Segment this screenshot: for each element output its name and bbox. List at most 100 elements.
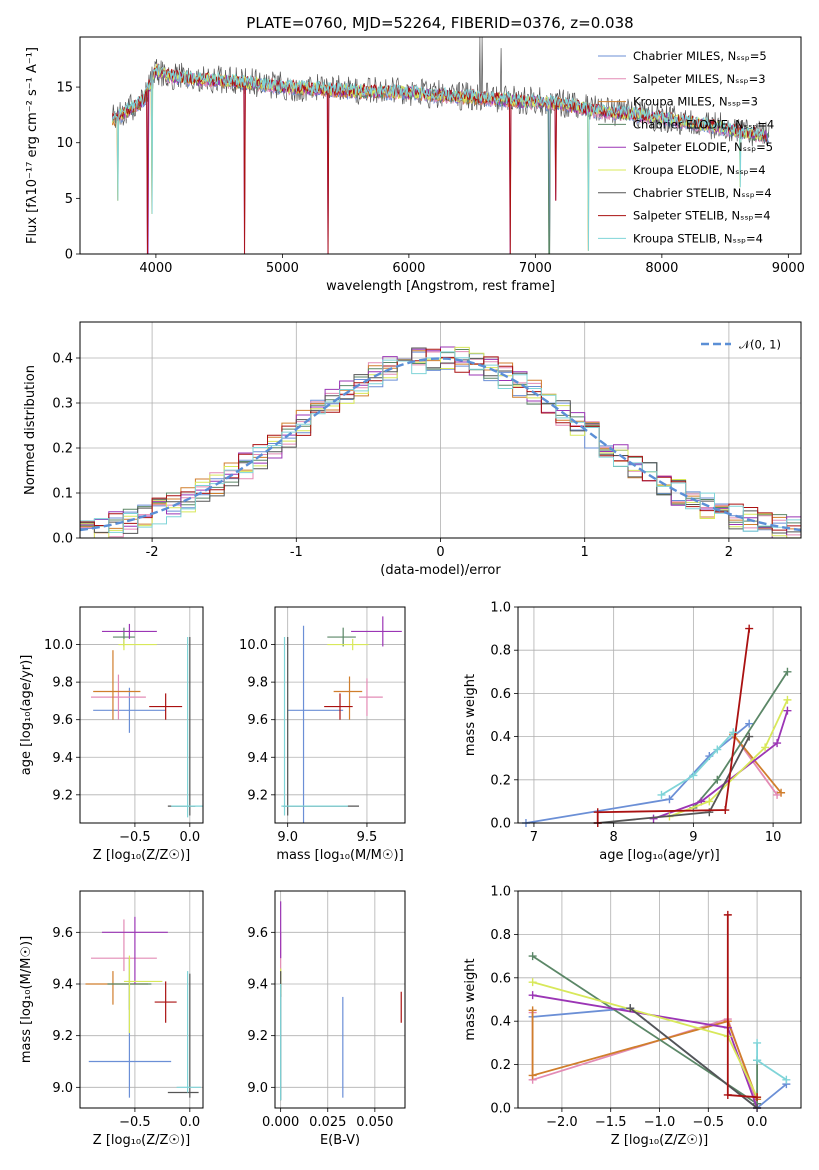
mass-weight-vs-Z-xtick-label: −2.0 xyxy=(546,1115,578,1130)
residual-hist-8 xyxy=(80,351,801,533)
mass-weight-vs-age-ytick-label: 0.6 xyxy=(490,687,511,702)
weight-marker xyxy=(705,797,714,806)
legend-entry: Chabrier MILES, Nₛₛₚ=5 xyxy=(633,49,767,63)
weight-marker xyxy=(745,719,754,728)
mass-weight-vs-age-ytick-label: 0.4 xyxy=(490,730,511,745)
age-vs-Z-ytick-label: 9.8 xyxy=(52,676,73,691)
weight-series-8 xyxy=(661,731,734,796)
weight-series-8 xyxy=(756,1042,787,1081)
weight-marker xyxy=(783,706,792,715)
mass-vs-ebv-ytick-label: 9.6 xyxy=(247,926,268,941)
mass-vs-ebv-ytick-label: 9.0 xyxy=(247,1081,268,1096)
mass-vs-Z-grid xyxy=(80,891,203,1108)
mass-weight-vs-age-xtick-label: 8 xyxy=(610,830,618,845)
weight-marker xyxy=(665,795,674,804)
spectrum-ylabel: Flux [fλ10⁻¹⁷ erg cm⁻² s⁻¹ A⁻¹] xyxy=(25,47,40,244)
residuals-ylabel: Normed distribution xyxy=(23,365,38,495)
mass-weight-vs-age-ytick-label: 0.2 xyxy=(490,773,511,788)
age-vs-Z-xtick-label: −0.5 xyxy=(119,830,151,845)
residuals-xtick-label: 0 xyxy=(436,545,444,560)
mass-weight-vs-age-xlabel: age [log₁₀(age/yr)] xyxy=(599,848,720,863)
age-vs-Z-grid xyxy=(80,607,203,823)
spectrum-ytick-label: 15 xyxy=(56,81,73,96)
mass-vs-Z-ylabel: mass [log₁₀(M/M☉)] xyxy=(19,936,34,1063)
age-vs-Z-ylabel: age [log₁₀(age/yr)] xyxy=(19,655,34,776)
mass-weight-vs-age-frame xyxy=(517,606,802,824)
legend-entry: Chabrier ELODIE, Nₛₛₚ=4 xyxy=(633,117,774,131)
mass-weight-vs-Z-xtick-label: −1.5 xyxy=(595,1115,627,1130)
weight-marker xyxy=(782,1075,791,1084)
spectrum-xtick-label: 9000 xyxy=(772,261,805,276)
spectrum-series-8 xyxy=(112,64,765,251)
legend-entry: Salpeter STELIB, Nₛₛₚ=4 xyxy=(633,209,771,223)
weight-marker xyxy=(761,743,770,752)
spectrum-title: PLATE=0760, MJD=52264, FIBERID=0376, z=0… xyxy=(246,14,633,32)
legend-entry: Salpeter MILES, Nₛₛₚ=3 xyxy=(633,72,766,86)
legend-entry: Kroupa ELODIE, Nₛₛₚ=4 xyxy=(633,163,766,177)
mass-weight-vs-age-xtick-label: 10 xyxy=(765,830,782,845)
residuals-xlabel: (data-model)/error xyxy=(380,563,501,578)
mass-vs-ebv-xtick-label: 0.050 xyxy=(356,1115,393,1130)
spectrum-xtick-label: 5000 xyxy=(266,261,299,276)
weight-marker xyxy=(721,806,730,815)
mass-weight-vs-Z-xtick-label: −1.0 xyxy=(644,1115,676,1130)
age-vs-Z-ytick-label: 9.6 xyxy=(52,713,73,728)
legend-entry: Chabrier STELIB, Nₛₛₚ=4 xyxy=(633,186,772,200)
age-vs-mass-ytick-label: 9.2 xyxy=(247,788,268,803)
residual-hist-6 xyxy=(80,347,801,534)
age-vs-mass-ytick-label: 9.8 xyxy=(247,676,268,691)
mass-weight-vs-Z-xtick-label: 0.0 xyxy=(747,1115,768,1130)
age-vs-Z-frame xyxy=(79,606,204,824)
spectrum-xtick-label: 4000 xyxy=(139,261,172,276)
mass-weight-vs-age-ylabel: mass weight xyxy=(463,674,478,756)
mass-vs-ebv-ytick-label: 9.2 xyxy=(247,1029,268,1044)
residual-hist-0 xyxy=(80,351,801,538)
residuals-xtick-label: -2 xyxy=(146,545,159,560)
mass-weight-vs-Z-ytick-label: 0.8 xyxy=(490,928,511,943)
residuals-ytick-label: 0.4 xyxy=(52,352,73,367)
age-vs-mass-xtick-label: 9.5 xyxy=(357,830,378,845)
weight-marker xyxy=(753,1093,762,1102)
weight-marker xyxy=(528,952,537,961)
residuals-xtick-label: 1 xyxy=(581,545,589,560)
weight-series-6 xyxy=(629,1007,758,1109)
mass-vs-ebv-xtick-label: 0.000 xyxy=(262,1115,299,1130)
residuals-frame xyxy=(79,321,802,539)
mass-weight-vs-age-xtick-label: 7 xyxy=(530,830,538,845)
mass-weight-vs-Z-ytick-label: 0.2 xyxy=(490,1058,511,1073)
weight-series-4 xyxy=(653,710,789,820)
weight-marker xyxy=(723,910,732,919)
mass-weight-vs-Z-frame xyxy=(517,890,802,1109)
mass-vs-ebv-grid xyxy=(275,891,405,1108)
age-vs-mass-axes: 9.0 9.5 9.2 9.4 9.6 9.8 10.0 mass [log₁₀(M/M☉)] xyxy=(239,607,405,863)
weight-marker xyxy=(713,745,722,754)
spectrum-xtick-label: 7000 xyxy=(519,261,552,276)
weight-marker xyxy=(528,978,537,987)
legend-entry: Kroupa MILES, Nₛₛₚ=3 xyxy=(633,95,758,109)
residuals-ytick-label: 0.1 xyxy=(52,487,73,502)
weight-marker xyxy=(657,790,666,799)
mass-vs-Z-ytick-label: 9.0 xyxy=(52,1081,73,1096)
weight-marker xyxy=(528,1006,537,1015)
weight-marker xyxy=(777,788,786,797)
mass-vs-ebv-ytick-label: 9.4 xyxy=(247,978,268,993)
weight-marker xyxy=(528,1071,537,1080)
weight-marker xyxy=(689,771,698,780)
spectrum-ytick-label: 5 xyxy=(65,192,73,207)
spectrum-lines xyxy=(111,37,770,254)
mass-vs-ebv-axes: 0.000 0.025 0.050 9.0 9.2 9.4 9.6 E(B-V) xyxy=(247,891,405,1148)
mass-weight-vs-Z-ytick-label: 1.0 xyxy=(490,885,511,900)
mass-vs-Z-xtick-label: −0.5 xyxy=(119,1115,151,1130)
residuals-xtick-label: 2 xyxy=(725,545,733,560)
age-vs-Z-xlabel: Z [log₁₀(Z/Z☉)] xyxy=(93,848,190,863)
weight-marker xyxy=(745,732,754,741)
weight-series-7 xyxy=(596,628,751,823)
mass-weight-vs-Z-ylabel: mass weight xyxy=(463,958,478,1040)
age-vs-mass-ytick-label: 10.0 xyxy=(239,638,268,653)
residual-histograms xyxy=(80,346,801,538)
mass-weight-vs-age-axes: 7 8 9 10 0.0 0.2 0.4 0.6 0.8 1.0 age [log₁₀(age/yr… xyxy=(463,601,801,863)
weight-marker xyxy=(745,624,754,633)
mass-weight-vs-age-ytick-label: 0.8 xyxy=(490,644,511,659)
residuals-xtick-label: -1 xyxy=(290,545,303,560)
legend-entry: Kroupa STELIB, Nₛₛₚ=4 xyxy=(633,231,763,245)
